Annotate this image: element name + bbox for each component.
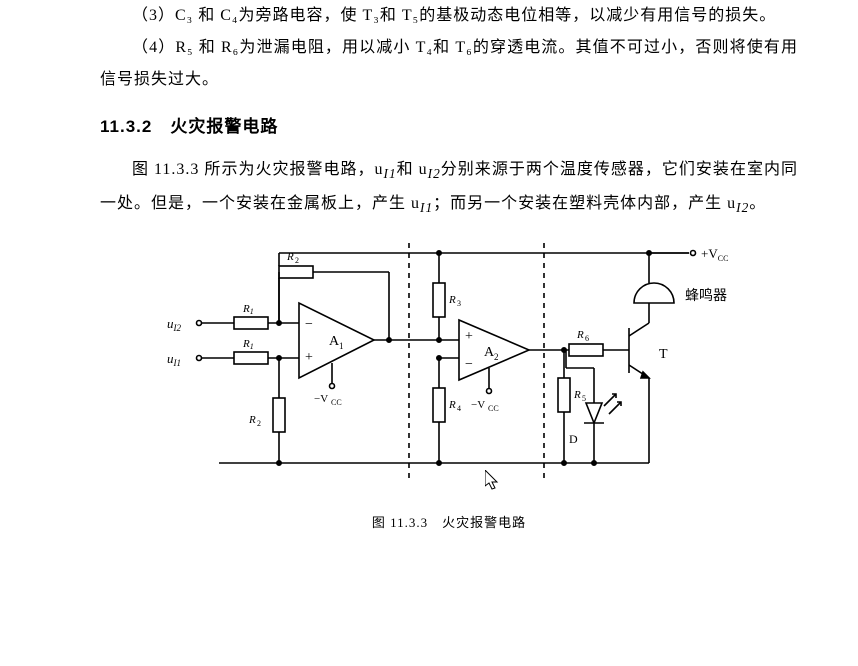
- text: 和 u: [397, 161, 428, 178]
- label-vcc: +VCC: [701, 246, 728, 263]
- svg-text:−: −: [465, 357, 473, 372]
- sub: I1: [420, 200, 433, 215]
- svg-text:5: 5: [582, 394, 586, 403]
- svg-text:+: +: [465, 329, 473, 344]
- figure-caption: 图 11.3.3 火灾报警电路: [100, 510, 798, 536]
- circuit-diagram: A 1 − + R 2: [100, 228, 798, 488]
- svg-text:CC: CC: [331, 398, 342, 407]
- label-r1b: R1: [242, 338, 254, 351]
- svg-text:2: 2: [257, 419, 261, 428]
- paragraph-3: （3）C₃ 和 C₄为旁路电容，使 T₃和 T₅的基极动态电位相等，以减少有用信…: [100, 0, 798, 32]
- sub: I1: [384, 166, 397, 181]
- svg-text:CC: CC: [488, 404, 499, 413]
- text: 。: [749, 195, 766, 212]
- svg-text:3: 3: [457, 299, 461, 308]
- svg-text:R: R: [576, 329, 584, 341]
- svg-text:R: R: [248, 414, 256, 426]
- label-ui1: uI1: [167, 351, 181, 368]
- svg-text:2: 2: [494, 352, 499, 362]
- svg-text:R: R: [573, 389, 581, 401]
- svg-text:−: −: [305, 317, 313, 332]
- text: ；而另一个安装在塑料壳体内部，产生 u: [433, 195, 736, 212]
- svg-text:R: R: [448, 294, 456, 306]
- svg-text:6: 6: [585, 334, 589, 343]
- section-title: 11.3.2 火灾报警电路: [100, 110, 798, 144]
- paragraph-intro: 图 11.3.3 所示为火灾报警电路，uI1和 uI2分别来源于两个温度传感器，…: [100, 154, 798, 222]
- sub: I2: [428, 166, 441, 181]
- svg-text:−V: −V: [314, 393, 328, 405]
- svg-text:R: R: [286, 251, 294, 263]
- label-r1a: R1: [242, 303, 254, 316]
- svg-text:+: +: [305, 350, 313, 365]
- svg-text:−V: −V: [471, 399, 485, 411]
- text: 图 11.3.3 所示为火灾报警电路，u: [132, 161, 384, 178]
- svg-text:1: 1: [339, 341, 344, 351]
- paragraph-4: （4）R₅ 和 R₆为泄漏电阻，用以减小 T₄和 T₆的穿透电流。其值不可过小，…: [100, 32, 798, 96]
- label-buzzer: 蜂鸣器: [685, 287, 727, 304]
- svg-text:R: R: [448, 399, 456, 411]
- svg-text:2: 2: [295, 256, 299, 265]
- svg-text:4: 4: [457, 404, 461, 413]
- sub: I2: [736, 200, 749, 215]
- label-ui2: uI2: [167, 316, 181, 333]
- svg-text:T: T: [659, 347, 668, 362]
- svg-text:D: D: [569, 432, 578, 446]
